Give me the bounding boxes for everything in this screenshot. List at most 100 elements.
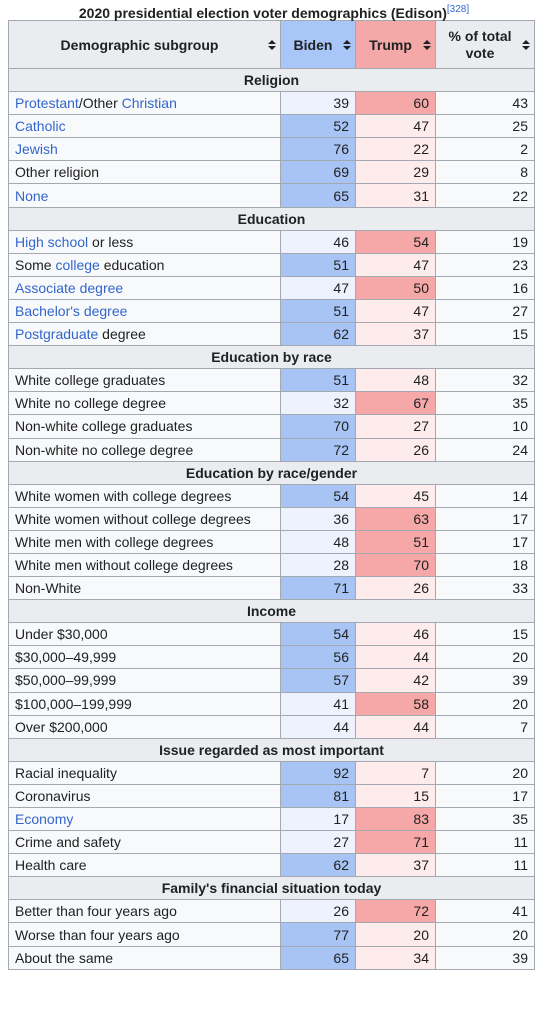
subgroup-cell: Coronavirus — [8, 783, 281, 809]
trump-cell: 47 — [355, 298, 436, 324]
trump-cell: 22 — [355, 137, 436, 162]
column-header[interactable]: % of total vote — [435, 20, 535, 69]
subgroup-label: Crime and safety — [15, 834, 121, 851]
subgroup-link[interactable]: Associate degree — [15, 279, 124, 296]
subgroup-text: degree — [98, 326, 146, 343]
trump-cell: 37 — [355, 853, 436, 878]
data-row: High school or less 46 54 19 — [8, 229, 535, 254]
total-cell: 10 — [435, 414, 535, 439]
biden-cell: 81 — [280, 783, 356, 809]
subgroup-label: White college graduates — [15, 372, 166, 389]
data-row: Bachelor's degree 51 47 27 — [8, 298, 535, 324]
subgroup-cell: Economy — [8, 806, 281, 832]
total-cell: 35 — [435, 806, 535, 832]
biden-cell: 62 — [280, 322, 356, 347]
column-title: % of total vote — [448, 27, 512, 61]
subgroup-cell: White no college degree — [8, 391, 281, 416]
trump-cell: 42 — [355, 668, 436, 693]
subgroup-link[interactable]: High school — [15, 233, 89, 250]
trump-cell: 26 — [355, 437, 436, 462]
biden-cell: 57 — [280, 668, 356, 693]
subgroup-label: White men with college degrees — [15, 533, 214, 550]
data-row: Worse than four years ago 77 20 20 — [8, 922, 535, 947]
column-header[interactable]: Trump — [355, 20, 436, 69]
biden-cell: 54 — [280, 622, 356, 647]
subgroup-label: Non-White — [15, 580, 82, 597]
data-row: Postgraduate degree 62 37 15 — [8, 322, 535, 347]
data-row: Health care 62 37 11 — [8, 853, 535, 878]
subgroup-link[interactable]: college — [55, 256, 100, 273]
subgroup-label: Over $200,000 — [15, 718, 108, 735]
data-row: White women with college degrees 54 45 14 — [8, 483, 535, 508]
subgroup-link[interactable]: Bachelor's degree — [15, 302, 128, 319]
data-row: Under $30,000 54 46 15 — [8, 622, 535, 647]
trump-cell: 50 — [355, 275, 436, 300]
data-row: Protestant/Other Christian 39 60 43 — [8, 91, 535, 116]
data-row: Non-white no college degree 72 26 24 — [8, 437, 535, 462]
total-cell: 11 — [435, 830, 535, 855]
subgroup-label: Better than four years ago — [15, 903, 177, 920]
biden-cell: 27 — [280, 830, 356, 855]
column-header[interactable]: Demographic subgroup — [8, 20, 281, 69]
reference[interactable]: [328] — [446, 4, 470, 15]
trump-cell: 27 — [355, 414, 436, 439]
trump-cell: 37 — [355, 322, 436, 347]
biden-cell: 39 — [280, 91, 356, 116]
total-cell: 14 — [435, 483, 535, 508]
subgroup-label: White men without college degrees — [15, 557, 233, 574]
data-row: Non-white college graduates 70 27 10 — [8, 414, 535, 439]
subgroup-label: Health care — [15, 857, 87, 874]
section-row: Religion — [8, 67, 535, 93]
subgroup-cell: Some college education — [8, 252, 281, 277]
data-row: Non-White 71 26 33 — [8, 576, 535, 601]
subgroup-link[interactable]: Jewish — [15, 141, 58, 158]
column-header[interactable]: Biden — [280, 20, 356, 69]
section-row: Education by race/gender — [8, 460, 535, 485]
subgroup-link[interactable]: None — [15, 187, 49, 204]
data-row: $100,000–199,999 41 58 20 — [8, 691, 535, 716]
column-title: Demographic subgroup — [60, 36, 219, 53]
sort-icon — [423, 39, 431, 50]
subgroup-cell: High school or less — [8, 229, 281, 254]
subgroup-link[interactable]: Protestant — [15, 95, 79, 112]
total-cell: 17 — [435, 529, 535, 554]
total-cell: 17 — [435, 783, 535, 809]
data-row: Other religion 69 29 8 — [8, 160, 535, 185]
trump-cell: 46 — [355, 622, 436, 647]
biden-cell: 54 — [280, 483, 356, 508]
biden-cell: 72 — [280, 437, 356, 462]
subgroup-label: $100,000–199,999 — [15, 695, 132, 712]
subgroup-text: Some — [15, 256, 56, 273]
caption-title: 2020 presidential election voter demogra… — [78, 5, 447, 21]
table: Demographic subgroup Biden Trump % of to… — [8, 20, 535, 970]
trump-cell: 7 — [355, 760, 436, 785]
data-row: Racial inequality 92 7 20 — [8, 760, 535, 785]
biden-cell: 28 — [280, 552, 356, 578]
trump-cell: 29 — [355, 160, 436, 185]
subgroup-link[interactable]: Postgraduate — [15, 326, 99, 343]
subgroup-label: $30,000–49,999 — [15, 649, 117, 666]
biden-cell: 52 — [280, 114, 356, 139]
section-title: Income — [8, 599, 535, 624]
subgroup-text: or less — [88, 233, 134, 250]
subgroup-link[interactable]: Christian — [121, 95, 177, 112]
biden-cell: 56 — [280, 645, 356, 670]
biden-cell: 46 — [280, 229, 356, 254]
trump-cell: 47 — [355, 252, 436, 277]
subgroup-cell: Better than four years ago — [8, 899, 281, 924]
trump-cell: 71 — [355, 830, 436, 855]
subgroup-link[interactable]: Catholic — [15, 118, 66, 135]
total-cell: 20 — [435, 760, 535, 785]
data-row: White women without college degrees 36 63 1… — [8, 506, 535, 531]
data-row: White men with college degrees 48 51 17 — [8, 529, 535, 554]
total-cell: 20 — [435, 691, 535, 716]
subgroup-cell: Bachelor's degree — [8, 298, 281, 324]
biden-cell: 51 — [280, 368, 356, 393]
total-cell: 19 — [435, 229, 535, 254]
data-row: Coronavirus 81 15 17 — [8, 783, 535, 809]
biden-cell: 51 — [280, 252, 356, 277]
section-title: Education by race/gender — [8, 460, 535, 485]
data-row: None 65 31 22 — [8, 183, 535, 208]
subgroup-link[interactable]: Economy — [15, 811, 74, 828]
